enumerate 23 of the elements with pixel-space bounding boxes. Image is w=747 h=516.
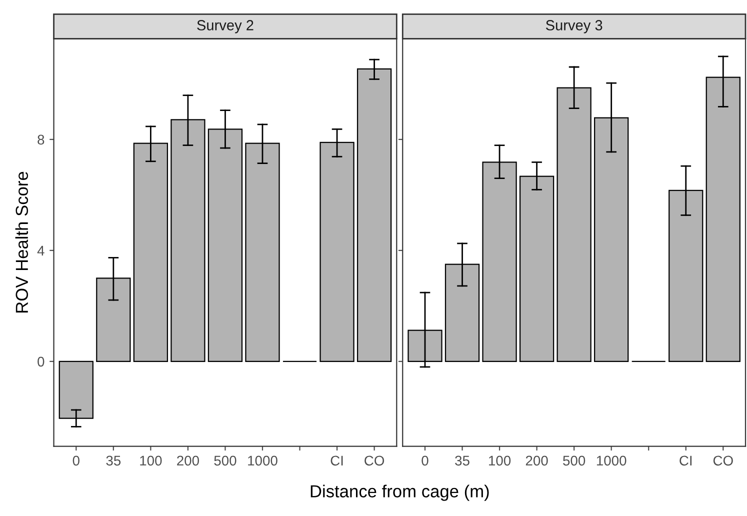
x-tick-label: 200 xyxy=(177,456,199,466)
x-tick-label: CI xyxy=(330,456,343,466)
x-tick-label: 1000 xyxy=(596,456,626,466)
chart-title: Survey 2 xyxy=(197,20,254,34)
x-tick-label: 500 xyxy=(563,456,586,466)
x-tick-label: 1000 xyxy=(248,456,278,466)
y-tick-label: 4 xyxy=(37,246,44,256)
y-axis-title: ROV Health Score xyxy=(15,172,28,312)
x-tick-label: 500 xyxy=(214,456,236,466)
x-axis-title: Distance from cage (m) xyxy=(310,484,489,501)
x-tick-label: 100 xyxy=(489,456,511,466)
y-tick-label: 8 xyxy=(38,134,44,145)
x-tick-label: 200 xyxy=(526,456,548,466)
x-tick-label: CO xyxy=(364,456,384,466)
x-tick-label: 35 xyxy=(455,456,470,466)
x-tick-label: CI xyxy=(680,456,692,466)
x-tick-label: CO xyxy=(713,456,733,466)
x-tick-label: 35 xyxy=(106,456,121,466)
x-tick-label: 0 xyxy=(72,456,80,466)
x-tick-label: 0 xyxy=(422,456,428,466)
chart-title: Survey 3 xyxy=(546,20,602,34)
x-tick-label: 100 xyxy=(140,456,162,466)
y-tick-label: 0 xyxy=(38,356,44,367)
